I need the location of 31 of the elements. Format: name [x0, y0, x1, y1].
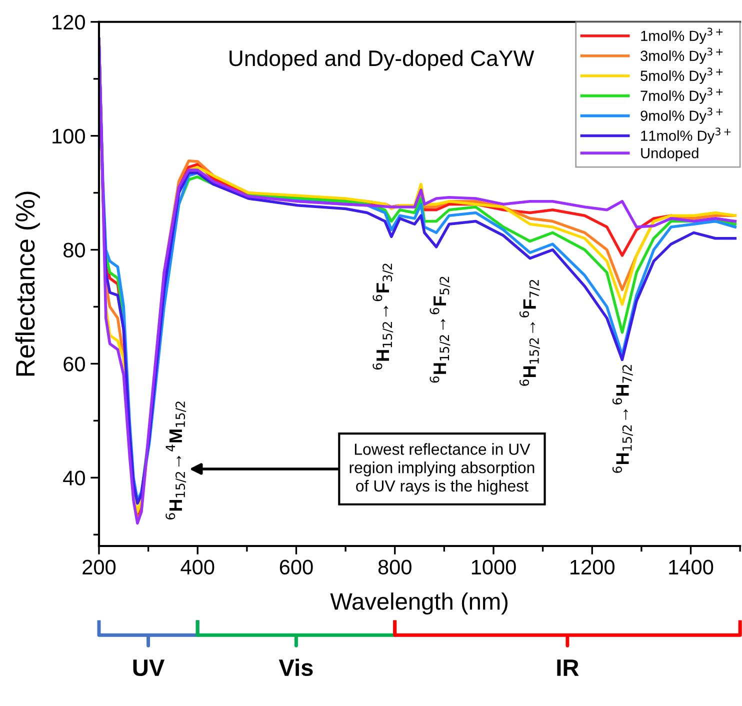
text: UV	[133, 660, 165, 676]
y-tick-label: 40	[63, 470, 85, 486]
annotation: $^{6}$H$_{15/2}$→$^{4}$M$_{15/2}$	[166, 402, 186, 520]
text: Vis	[278, 658, 313, 676]
x-tick-label: 1200	[570, 560, 614, 575]
x-tick-label: 1400	[669, 560, 714, 575]
y-tick-label: 120	[52, 14, 85, 30]
annotation: Lowest reflectance in UV region implying absorption of UV rays is the highest	[350, 443, 534, 495]
x-axis-title: Wavelength (nm)	[330, 592, 508, 615]
x-tick-label: 200	[82, 560, 116, 575]
legend-label: 1mol% Dy$^{3+}$	[641, 28, 723, 44]
annotation: $^{6}$H$_{15/2}$→$^{6}$F$_{3/2}$	[372, 264, 394, 370]
x-tick-label: 600	[280, 560, 313, 575]
x-tick-label: 800	[378, 560, 412, 575]
legend-label: 7mol% Dy$^{3+}$	[640, 88, 723, 104]
x-tick-label: 1000	[472, 560, 516, 575]
annotation: $^{6}$H$_{15/2}$→$^{6}$F$_{7/2}$	[520, 280, 540, 386]
y-axis-title: Reflectance (%)	[15, 192, 40, 376]
x-tick-label: 400	[180, 560, 214, 575]
y-tick-label: 80	[64, 242, 85, 258]
y-tick-label: 60	[64, 356, 85, 372]
legend-label: 9mol% Dy$^{3+}$	[640, 108, 723, 124]
text: Undoped and Dy-doped CaYW	[230, 50, 534, 71]
legend-label: Undoped	[641, 148, 698, 162]
y-tick-label: 100	[52, 128, 85, 144]
annotation: $^{6}$H$_{15/2}$→$^{6}$F$_{5/2}$	[430, 276, 450, 383]
annotation: $^{6}$H$_{15/2}$→$^{6}$H$_{7/2}$	[612, 365, 633, 473]
legend-label: 3mol% Dy$^{3+}$	[640, 48, 723, 64]
legend-label: 11mol% Dy$^{3+}$	[641, 128, 731, 144]
legend-label: 5mol% Dy$^{3+}$	[640, 68, 723, 84]
text: IR	[557, 660, 579, 676]
